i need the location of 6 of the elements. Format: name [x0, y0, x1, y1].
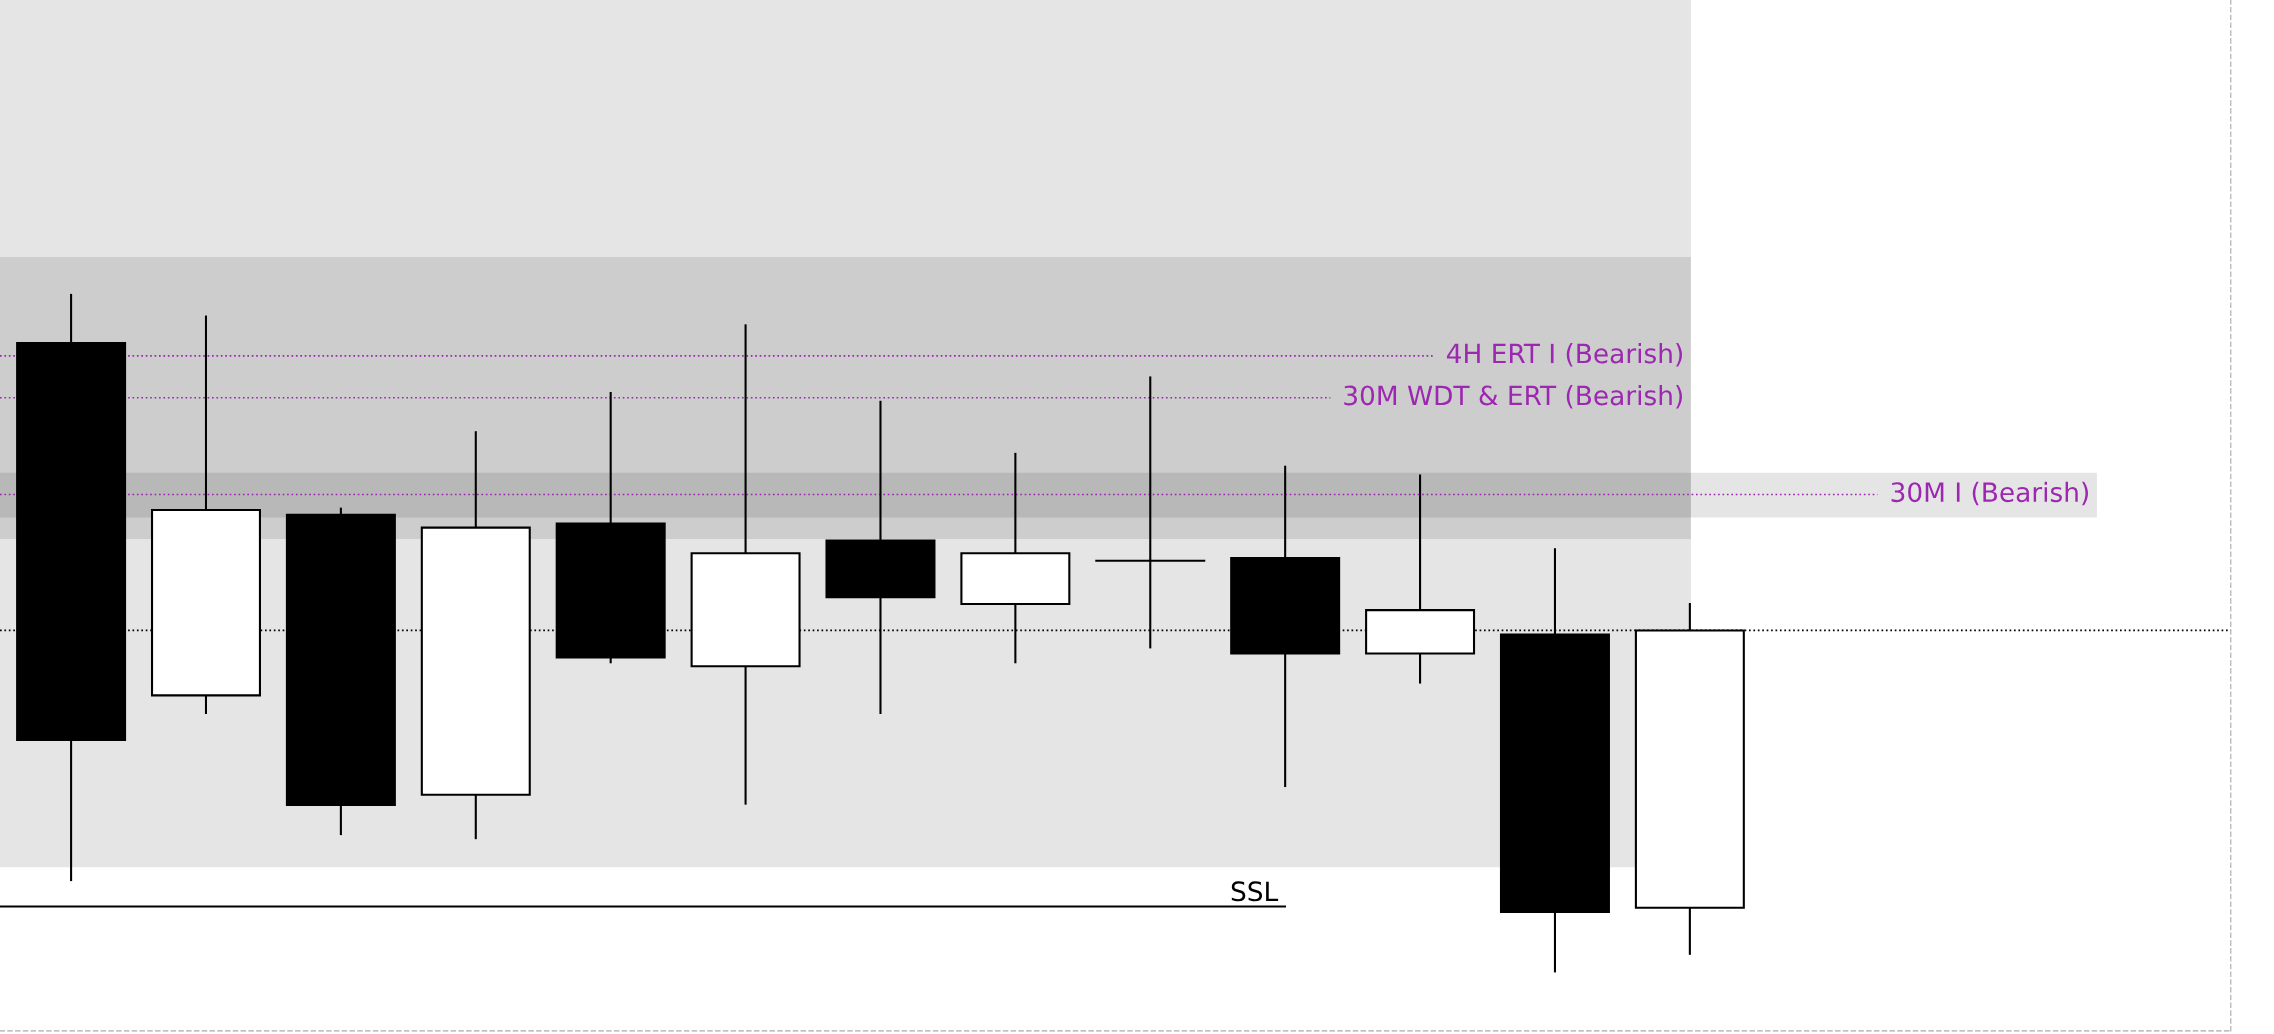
ref-line-label: 30M I (Bearish)	[1891, 481, 2088, 506]
ref-line-label: 4H ERT I (Bearish)	[1446, 343, 1682, 367]
ref-line-label: SSL	[1231, 881, 1279, 902]
ref-line-label: 30M WDT & ERT (Bearish)	[1344, 384, 1682, 409]
candlestick	[285, 507, 396, 836]
candlestick	[1499, 548, 1610, 973]
